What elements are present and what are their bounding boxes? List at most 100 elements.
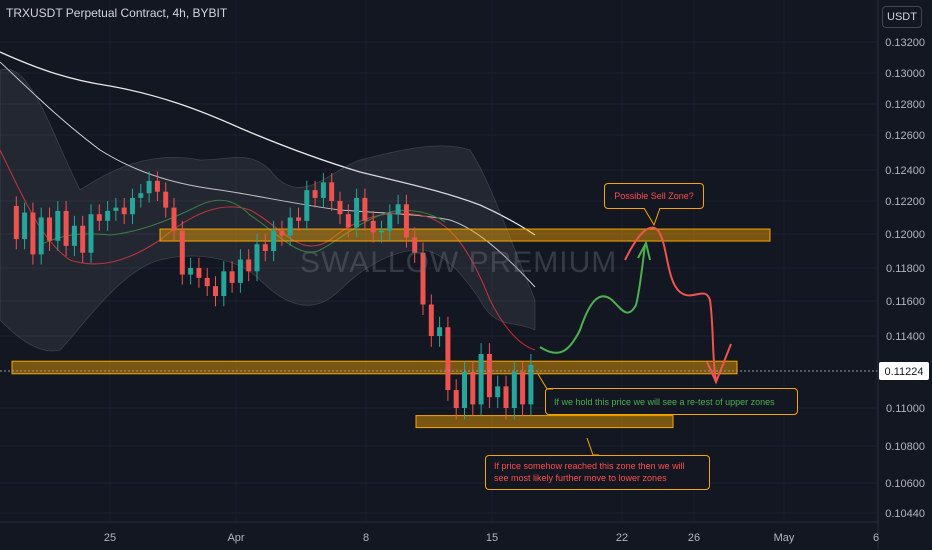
candle-body — [88, 214, 94, 253]
candle-body — [370, 220, 376, 233]
candle-body — [403, 204, 409, 238]
sell-callout-pointer — [644, 208, 661, 227]
price-projection — [539, 226, 732, 385]
candle-body — [246, 259, 252, 272]
candle-body — [304, 190, 310, 221]
candle-body — [379, 230, 384, 233]
candle-body — [495, 386, 501, 398]
y-tick-label: 0.10600 — [885, 478, 925, 490]
x-tick-label: May — [774, 532, 795, 544]
candle-body — [229, 271, 235, 283]
y-tick-label: 0.12800 — [885, 99, 925, 111]
middle-zone — [11, 360, 738, 375]
candle-body — [71, 225, 77, 246]
candle-body — [279, 230, 285, 236]
candle-body — [221, 271, 227, 297]
y-tick-label: 0.13200 — [885, 37, 925, 49]
candle-body — [412, 237, 418, 253]
candle-body — [520, 372, 526, 405]
candle-body — [179, 230, 185, 275]
candle-body — [337, 201, 343, 215]
candle-body — [445, 327, 451, 390]
candle-body — [204, 277, 210, 287]
ma-green-line — [39, 199, 446, 253]
green-projection-path — [539, 244, 646, 354]
x-tick-label: 25 — [104, 532, 116, 544]
candle-body — [287, 217, 293, 236]
candle-body — [486, 354, 492, 398]
candlestick-series — [13, 171, 534, 420]
candle-body — [47, 217, 52, 241]
candle-body — [30, 212, 36, 255]
y-tick-label: 0.10800 — [885, 441, 925, 453]
svg-text:0.11224: 0.11224 — [885, 366, 924, 378]
chart-title: TRXUSDT Perpetual Contract, 4h, BYBIT — [6, 6, 228, 20]
candle-body — [478, 354, 484, 405]
candle-body — [55, 210, 61, 241]
y-tick-label: 0.13000 — [885, 68, 925, 80]
ma-slow-line — [0, 51, 536, 236]
candle-body — [271, 230, 277, 251]
candle-body — [437, 327, 443, 336]
y-tick-label: 0.12200 — [885, 196, 925, 208]
candle-body — [354, 197, 360, 228]
x-tick-label: 26 — [688, 532, 700, 544]
red-projection-path — [624, 226, 717, 381]
candle-body — [329, 182, 335, 201]
sell-zone-callout: Possible Sell Zone? — [604, 183, 704, 209]
x-tick-label: 6 — [873, 532, 879, 544]
candle-body — [420, 252, 426, 305]
candle-body — [262, 244, 268, 251]
y-tick-label: 0.10440 — [885, 508, 925, 520]
y-tick-label: 0.12600 — [885, 130, 925, 142]
candle-body — [320, 182, 326, 198]
hold-note-callout: If we hold this price we will see a re-t… — [545, 388, 798, 415]
candle-body — [96, 214, 102, 221]
candle-body — [13, 205, 19, 240]
candle-body — [22, 212, 28, 240]
y-tick-label: 0.11600 — [886, 296, 925, 308]
candle-body — [462, 372, 467, 408]
candle-body — [196, 268, 202, 278]
x-tick-label: Apr — [227, 532, 244, 544]
time-axis[interactable]: 25 Apr 8 15 22 26 May 6 — [104, 532, 879, 544]
candle-body — [254, 244, 260, 272]
price-axis[interactable]: 0.13200 0.13000 0.12800 0.12600 0.12400 0.122… — [885, 37, 925, 520]
candle-body — [171, 207, 177, 231]
lower-callout-pointer — [586, 438, 599, 456]
candle-body — [453, 390, 459, 408]
candle-body — [105, 210, 111, 221]
current-price-tag: 0.11224 — [879, 362, 929, 380]
candle-body — [428, 304, 434, 336]
lower-note-callout: If price somehow reached this zone then … — [485, 455, 710, 490]
candle-body — [63, 210, 69, 246]
y-tick-label: 0.11800 — [886, 263, 925, 275]
hold-callout-pointer — [538, 374, 553, 390]
candle-body — [154, 180, 160, 192]
candle-body — [138, 193, 144, 198]
y-tick-label: 0.11400 — [886, 331, 925, 343]
x-tick-label: 8 — [363, 532, 369, 544]
ma-red-line — [0, 149, 536, 351]
y-tick-label: 0.11000 — [886, 403, 925, 415]
candle-body — [163, 191, 169, 208]
candle-body — [296, 217, 301, 221]
y-tick-label: 0.12400 — [885, 165, 925, 177]
candle-body — [528, 364, 534, 405]
candle-body — [188, 268, 194, 275]
candle-body — [130, 197, 135, 215]
lower-zone — [415, 415, 674, 429]
green-arrow-head — [637, 240, 651, 261]
x-tick-label: 22 — [616, 532, 628, 544]
lower-note-line-2: see most likely further move to lower zo… — [494, 473, 667, 483]
candle-body — [362, 197, 368, 221]
red-arrow-head — [706, 343, 732, 385]
x-tick-label: 15 — [486, 532, 498, 544]
candle-body — [395, 204, 401, 215]
watermark: SWALLOW PREMIUM — [300, 246, 618, 279]
currency-button[interactable]: USDT — [882, 6, 922, 28]
candle-body — [345, 214, 351, 228]
candle-body — [213, 286, 218, 297]
candle-body — [121, 207, 127, 215]
